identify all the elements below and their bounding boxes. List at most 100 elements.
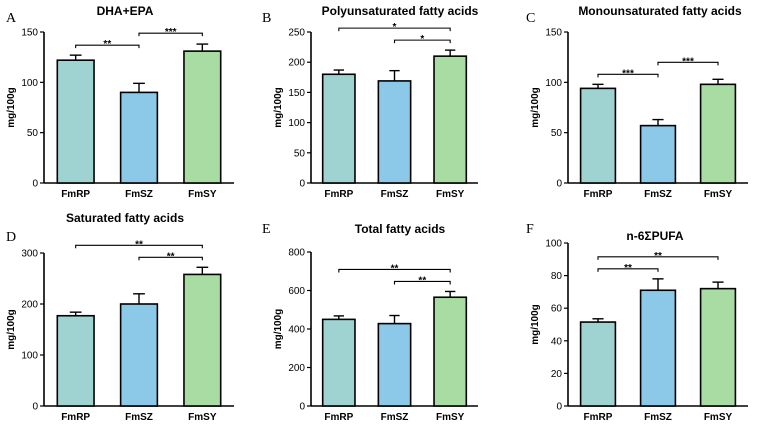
bar-fmsz xyxy=(639,124,677,184)
panel-letter: E xyxy=(262,222,271,237)
x-tick-label: FmRP xyxy=(584,412,613,423)
significance-label: ** xyxy=(624,263,632,274)
y-axis-label: mg/100g xyxy=(6,87,17,128)
x-tick-label: FmSZ xyxy=(381,412,409,423)
y-axis-label: mg/100g xyxy=(273,87,284,128)
x-tick-label: FmSZ xyxy=(125,412,153,423)
bar-fmsy xyxy=(433,55,468,184)
panel-title: n-6ΣPUFA xyxy=(626,229,684,243)
significance-bracket xyxy=(597,268,659,272)
panel-title: Total fatty acids xyxy=(355,222,446,236)
y-tick-label: 0 xyxy=(299,402,305,413)
bar-fmsz xyxy=(639,289,677,407)
y-axis-label: mg/100g xyxy=(530,87,541,128)
y-tick-label: 150 xyxy=(545,28,562,39)
x-tick-label: FmSY xyxy=(704,412,733,423)
y-tick-label: 0 xyxy=(32,402,38,413)
panel-title: Polyunsaturated fatty acids xyxy=(322,4,479,18)
x-tick-label: FmSY xyxy=(704,189,733,200)
bar-fmrp xyxy=(579,321,617,407)
bar-fmrp xyxy=(56,314,95,407)
y-tick-label: 150 xyxy=(21,28,38,39)
x-tick-label: FmRP xyxy=(324,412,353,423)
panel-title: Monounsaturated fatty acids xyxy=(578,4,742,18)
bar-fmrp xyxy=(321,318,356,407)
significance-bracket xyxy=(597,256,719,260)
bar-fmsy xyxy=(183,50,222,184)
significance-bracket xyxy=(597,73,659,78)
bar-fmsy xyxy=(433,296,468,407)
significance-label: ** xyxy=(391,263,399,274)
x-tick-label: FmRP xyxy=(584,189,613,200)
significance-label: ** xyxy=(654,251,662,262)
significance-label: *** xyxy=(622,68,634,79)
significance-bracket xyxy=(138,32,203,37)
significance-label: * xyxy=(393,22,397,33)
y-tick-label: 0 xyxy=(556,402,562,413)
y-tick-label: 60 xyxy=(551,304,563,315)
y-tick-label: 40 xyxy=(551,336,563,347)
bar-fmsy xyxy=(699,287,737,407)
significance-label: ** xyxy=(418,275,426,286)
x-tick-label: FmRP xyxy=(324,189,353,200)
y-tick-label: 300 xyxy=(21,249,38,260)
y-tick-label: 100 xyxy=(545,239,562,250)
y-tick-label: 0 xyxy=(556,179,562,190)
x-tick-label: FmSY xyxy=(436,189,465,200)
bar-fmsy xyxy=(183,273,222,407)
panel-title: DHA+EPA xyxy=(97,4,154,18)
significance-bracket xyxy=(338,27,451,32)
panel-b: B Polyunsaturated fatty acids mg/100g 0 50 10… xyxy=(262,4,479,200)
significance-bracket xyxy=(338,268,451,273)
y-tick-label: 50 xyxy=(551,128,563,139)
significance-label: *** xyxy=(165,27,177,38)
bar-fmsy xyxy=(699,83,737,184)
x-tick-label: FmRP xyxy=(61,189,90,200)
panel-letter: C xyxy=(526,11,535,26)
significance-bracket xyxy=(75,244,203,249)
y-tick-label: 100 xyxy=(288,118,305,129)
significance-bracket xyxy=(393,280,451,285)
panel-e: E Total fatty acids mg/100g 0 200 400 600 800 Fm… xyxy=(262,222,478,423)
y-tick-label: 20 xyxy=(551,369,563,380)
y-tick-label: 600 xyxy=(288,286,305,297)
bar-fmrp xyxy=(56,59,95,184)
significance-label: * xyxy=(420,34,424,45)
bar-fmrp xyxy=(321,73,356,184)
y-tick-label: 200 xyxy=(21,300,38,311)
panel-letter: F xyxy=(526,222,534,237)
bar-fmsz xyxy=(119,91,159,184)
y-tick-label: 150 xyxy=(288,88,305,99)
y-tick-label: 250 xyxy=(288,28,305,39)
significance-bracket xyxy=(393,39,451,44)
bar-fmsz xyxy=(377,322,412,407)
y-tick-label: 0 xyxy=(299,179,305,190)
panel-c: C Monounsaturated fatty acids mg/100g 0 50 10… xyxy=(526,4,748,200)
y-tick-label: 400 xyxy=(288,325,305,336)
y-tick-label: 100 xyxy=(545,78,562,89)
x-tick-label: FmSZ xyxy=(644,412,672,423)
significance-bracket xyxy=(657,61,719,66)
y-axis-label: mg/100g xyxy=(530,304,541,345)
panel-letter: D xyxy=(6,230,16,245)
x-tick-label: FmSZ xyxy=(125,189,153,200)
x-tick-label: FmSY xyxy=(436,412,465,423)
x-tick-label: FmSZ xyxy=(381,189,409,200)
significance-label: ** xyxy=(167,251,175,262)
panel-letter: B xyxy=(262,11,271,26)
y-tick-label: 200 xyxy=(288,58,305,69)
significance-label: *** xyxy=(682,56,694,67)
panel-d: D Saturated fatty acids mg/100g 0 100 200 300 F… xyxy=(6,211,234,423)
y-axis-label: mg/100g xyxy=(6,309,17,350)
significance-label: ** xyxy=(135,239,143,250)
y-tick-label: 100 xyxy=(21,78,38,89)
y-axis-label: mg/100g xyxy=(273,309,284,350)
bar-fmsz xyxy=(119,303,159,407)
significance-bracket xyxy=(138,256,203,261)
significance-label: ** xyxy=(103,39,111,50)
x-tick-label: FmSY xyxy=(188,189,217,200)
y-tick-label: 100 xyxy=(21,351,38,362)
y-tick-label: 50 xyxy=(294,148,306,159)
